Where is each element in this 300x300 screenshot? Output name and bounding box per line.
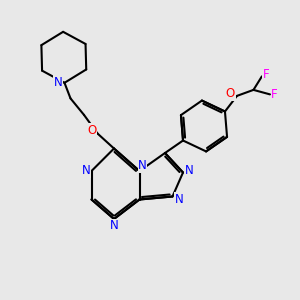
Text: N: N bbox=[53, 76, 62, 89]
Text: O: O bbox=[226, 87, 235, 100]
Text: N: N bbox=[138, 159, 147, 172]
Text: F: F bbox=[271, 88, 278, 101]
Text: O: O bbox=[87, 124, 96, 137]
Text: N: N bbox=[82, 164, 91, 178]
Text: N: N bbox=[110, 219, 118, 232]
Text: N: N bbox=[185, 164, 194, 178]
Text: N: N bbox=[175, 193, 184, 206]
Text: F: F bbox=[263, 68, 270, 81]
